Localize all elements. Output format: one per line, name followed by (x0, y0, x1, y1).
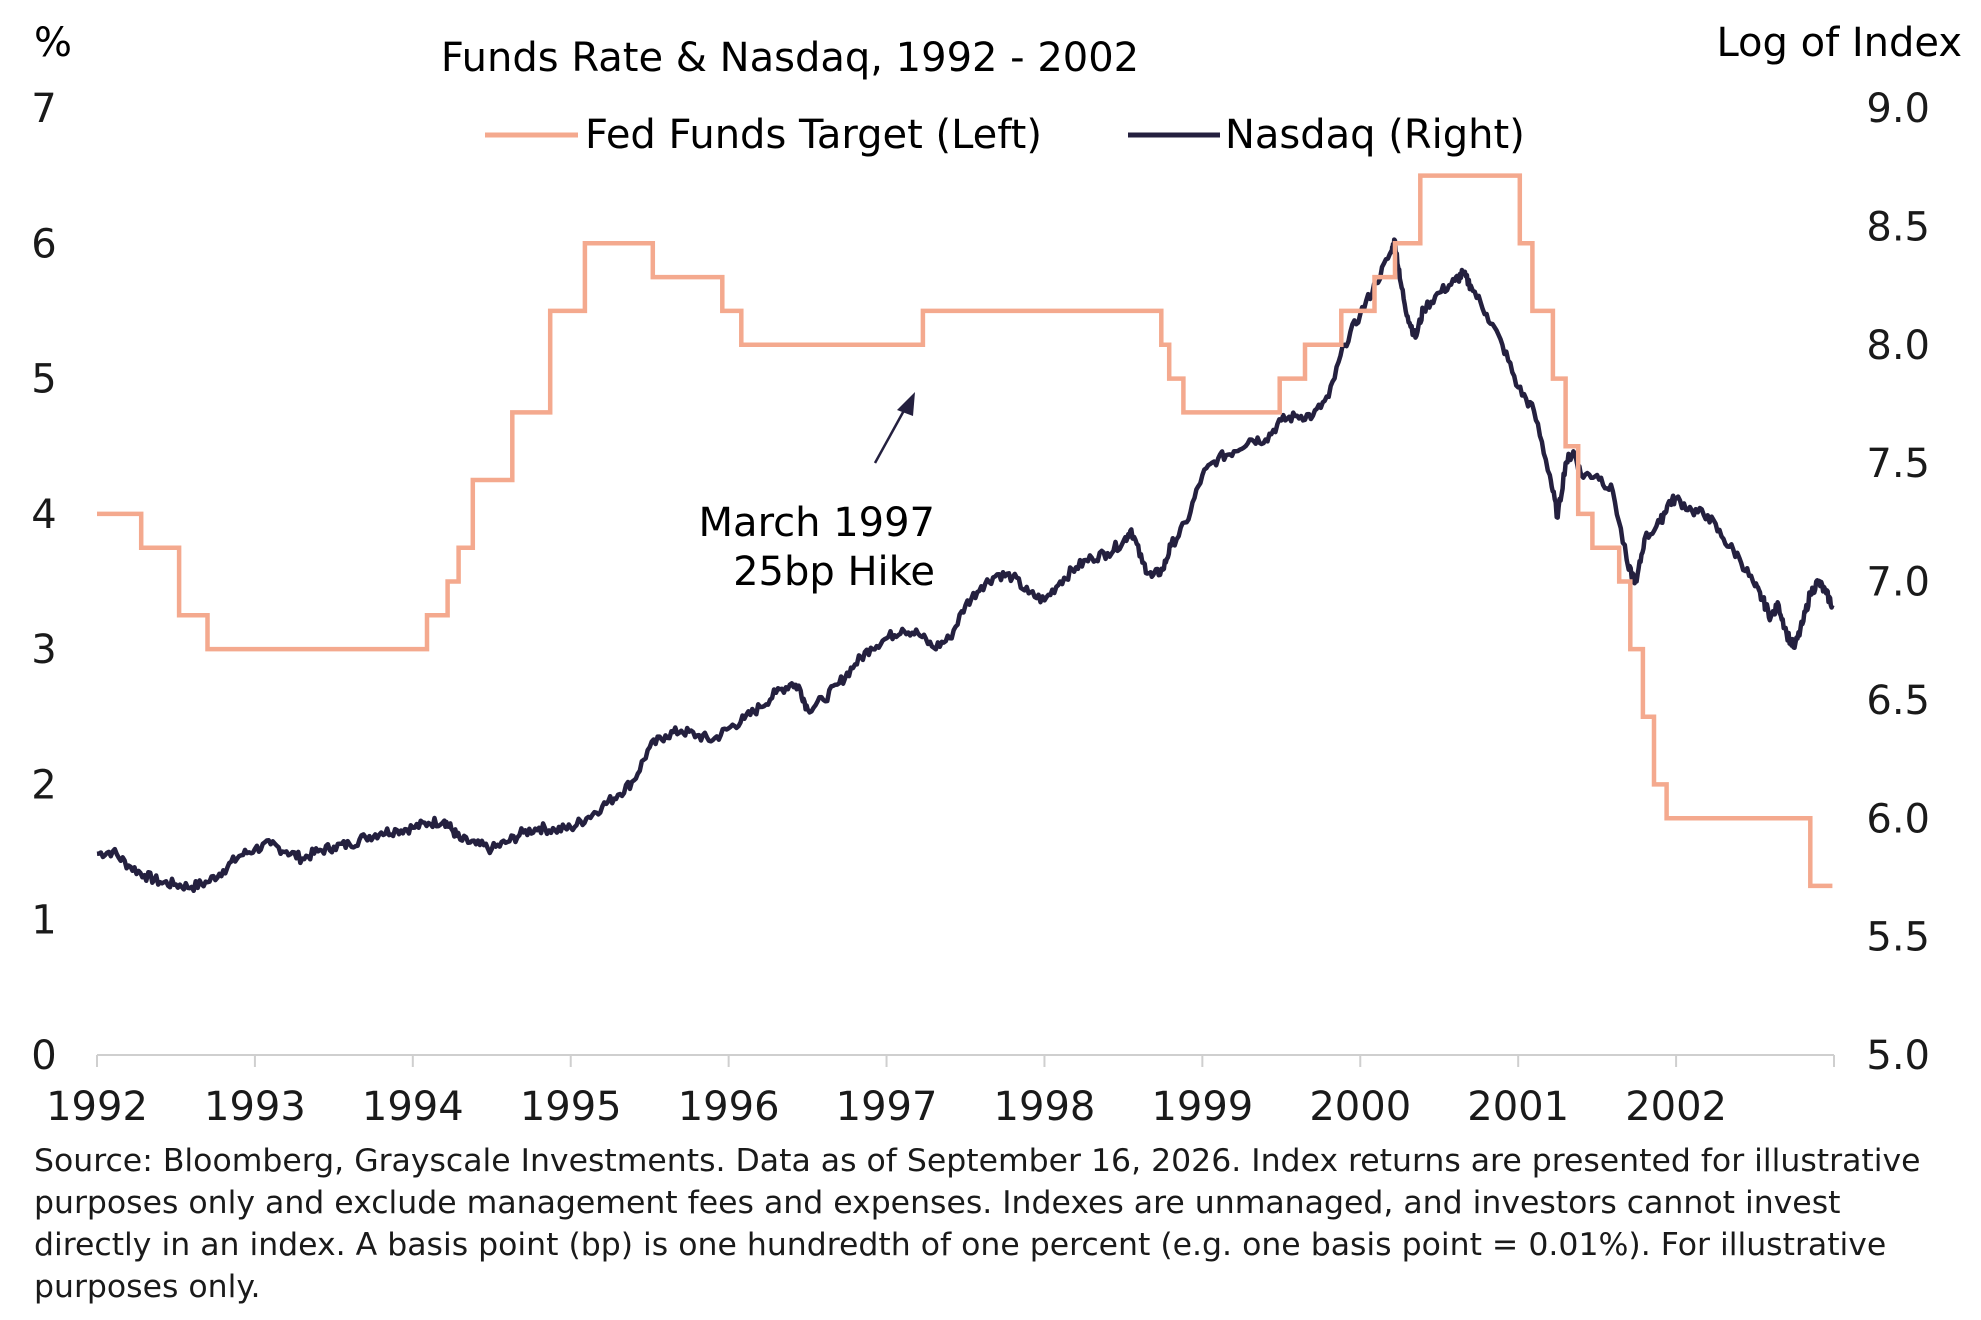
left-tick-label: 1 (31, 898, 56, 944)
chart-svg: Funds Rate & Nasdaq, 1992 - 2002 % Log o… (31, 20, 1962, 1130)
x-tick-label: 1999 (1151, 1084, 1253, 1130)
annotation-march-1997: March 1997 25bp Hike (699, 392, 935, 595)
x-tick-label: 2001 (1467, 1084, 1569, 1130)
series-line-nasdaq (96, 237, 1835, 894)
left-tick-label: 3 (31, 627, 56, 673)
source-note: Source: Bloomberg, Grayscale Investments… (34, 1143, 1921, 1305)
x-tick-label: 1996 (678, 1084, 780, 1130)
annotation-arrow-head (897, 392, 915, 416)
axes: 1992 1993 1994 1995 1996 1997 1998 1999 2000 2001… (31, 86, 1930, 1130)
chart-title: Funds Rate & Nasdaq, 1992 - 2002 (441, 35, 1139, 81)
x-tick-label: 1993 (204, 1084, 306, 1130)
annotation-line-2: 25bp Hike (733, 549, 935, 595)
left-tick-label: 4 (31, 492, 56, 538)
left-axis-unit-label: % (34, 20, 72, 66)
x-tick-label: 1998 (994, 1084, 1096, 1130)
right-tick-label: 5.0 (1866, 1033, 1930, 1079)
x-tick-label: 1995 (520, 1084, 622, 1130)
annotation-line-1: March 1997 (699, 500, 935, 546)
x-tick-label: 2002 (1625, 1084, 1727, 1130)
right-tick-label: 8.0 (1866, 323, 1930, 369)
left-tick-label: 0 (31, 1033, 56, 1079)
annotation-arrow-shaft (873, 404, 909, 464)
x-tick-label: 1997 (836, 1084, 938, 1130)
left-tick-label: 5 (31, 357, 56, 403)
x-tick-label: 1992 (46, 1084, 148, 1130)
legend-label-fed-funds: Fed Funds Target (Left) (585, 112, 1042, 158)
right-tick-label: 6.0 (1866, 796, 1930, 842)
right-axis-unit-label: Log of Index (1716, 20, 1962, 66)
right-tick-label: 8.5 (1866, 204, 1930, 250)
x-tick-label: 2000 (1309, 1084, 1411, 1130)
x-tick-label: 1994 (362, 1084, 464, 1130)
right-tick-label: 7.5 (1866, 441, 1930, 487)
series-line-fed-funds (97, 173, 1833, 889)
right-tick-label: 9.0 (1866, 86, 1930, 132)
right-tick-label: 7.0 (1866, 560, 1930, 606)
left-tick-label: 2 (31, 762, 56, 808)
legend: Fed Funds Target (Left) Nasdaq (Right) (485, 112, 1525, 158)
right-tick-label: 6.5 (1866, 678, 1930, 724)
legend-label-nasdaq: Nasdaq (Right) (1225, 112, 1525, 158)
left-tick-label: 7 (31, 86, 56, 132)
series-layer (96, 173, 1835, 894)
right-tick-label: 5.5 (1866, 915, 1930, 961)
left-tick-label: 6 (31, 221, 56, 267)
